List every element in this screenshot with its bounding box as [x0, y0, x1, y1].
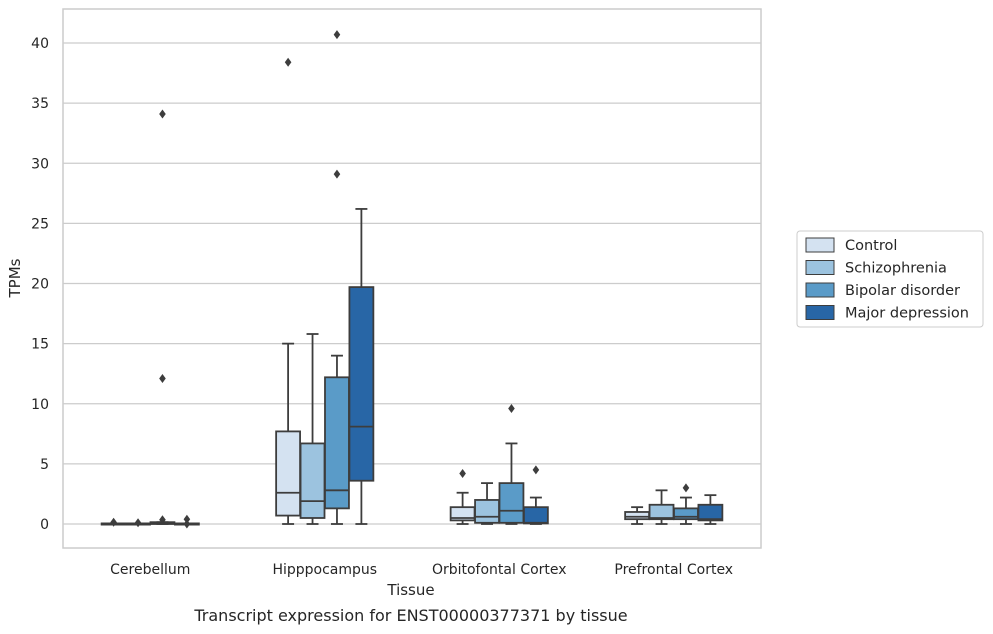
y-tick-label: 30	[31, 156, 49, 172]
iqr-box	[648, 503, 675, 521]
box-2-2	[498, 404, 525, 525]
x-tick-label: Orbitofontal Cortex	[432, 562, 567, 578]
outlier-point	[183, 519, 191, 529]
box-groups	[100, 30, 724, 529]
y-tick-label: 35	[31, 96, 49, 112]
outlier-point	[110, 517, 117, 527]
box-1-2	[324, 30, 350, 525]
iqr-box	[324, 376, 350, 510]
iqr-box	[523, 506, 549, 525]
box-3-2	[673, 483, 699, 525]
iqr-box	[498, 482, 525, 524]
iqr-box	[697, 503, 724, 522]
legend-frame	[796, 230, 984, 328]
legend: Control Schizophrenia Bipolar disorder Majo…	[796, 230, 984, 328]
legend-label: Control	[845, 238, 897, 254]
legend-swatch	[805, 305, 835, 320]
outlier-point	[284, 57, 292, 67]
legend-swatch	[805, 282, 835, 298]
x-tick-label: Prefrontal Cortex	[614, 562, 733, 578]
grid-lines	[63, 42, 761, 525]
x-tick-labels: Cerebellum Hipppocampus Orbitofontal Corte…	[110, 562, 733, 578]
y-tick-label: 40	[31, 36, 49, 52]
outlier-point	[159, 373, 166, 383]
box-3-0	[624, 506, 650, 525]
outlier-point	[459, 468, 466, 478]
outlier-point	[508, 404, 515, 414]
x-axis-label: Tissue	[386, 581, 434, 599]
outlier-point	[134, 518, 142, 528]
box-2-1	[474, 482, 500, 525]
outlier-point	[183, 514, 191, 524]
y-tick-label: 25	[31, 216, 49, 232]
iqr-box	[275, 430, 301, 517]
box-1-3	[348, 208, 375, 525]
x-tick-label: Hipppocampus	[272, 562, 377, 578]
box-0-2	[149, 109, 176, 525]
legend-label: Major depression	[845, 306, 969, 322]
legend-swatch	[805, 237, 835, 253]
legend-label: Schizophrenia	[845, 261, 947, 277]
iqr-box	[348, 286, 375, 482]
outlier-point	[682, 483, 690, 493]
box-0-3	[174, 514, 200, 529]
y-tick-labels: 0 5 10 15 20 25 30 35 40	[31, 36, 49, 533]
y-axis-label: TPMs	[6, 258, 24, 298]
box-3-3	[697, 494, 724, 525]
x-tick-label: Cerebellum	[110, 562, 190, 578]
iqr-box	[474, 499, 500, 524]
outlier-point	[333, 169, 341, 179]
y-tick-label: 20	[31, 277, 49, 293]
box-1-0	[275, 57, 301, 525]
box-1-1	[299, 333, 326, 525]
box-2-0	[449, 468, 476, 525]
y-tick-label: 5	[40, 457, 49, 473]
outlier-point	[333, 30, 341, 40]
legend-swatch	[805, 260, 835, 275]
iqr-box	[624, 511, 650, 521]
box-2-3	[523, 465, 549, 525]
box-0-1	[125, 518, 151, 528]
y-tick-label: 15	[31, 337, 49, 353]
box-0-0	[100, 517, 127, 527]
chart-caption: Transcript expression for ENST0000037737…	[193, 606, 627, 625]
plot-frame	[62, 8, 762, 549]
y-tick-label: 0	[40, 517, 49, 533]
legend-label: Bipolar disorder	[845, 283, 960, 299]
y-tick-label: 10	[31, 397, 49, 413]
iqr-box	[299, 442, 326, 519]
box-3-1	[648, 489, 675, 525]
outlier-point	[159, 515, 166, 525]
outlier-point	[532, 465, 540, 475]
outlier-point	[159, 109, 166, 119]
